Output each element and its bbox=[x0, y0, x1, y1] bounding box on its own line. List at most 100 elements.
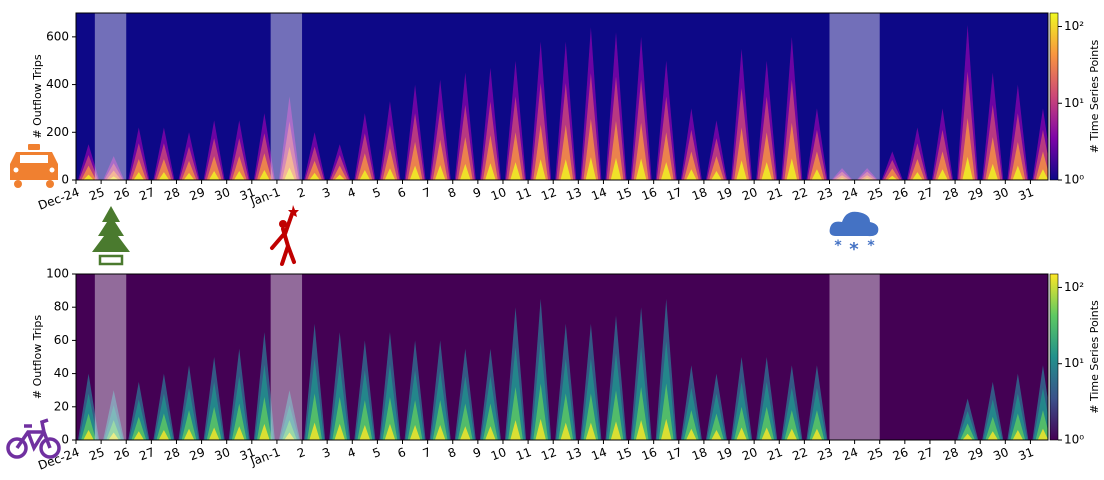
x-tick-label: 8 bbox=[446, 445, 458, 461]
x-tick-label: 29 bbox=[188, 185, 207, 203]
x-tick-label: 3 bbox=[320, 445, 332, 461]
x-tick-label: 7 bbox=[421, 185, 433, 201]
density-core bbox=[535, 159, 546, 180]
colorbar bbox=[1049, 12, 1059, 181]
event-highlight bbox=[829, 13, 880, 180]
x-tick-label: 6 bbox=[396, 185, 408, 201]
density-core bbox=[585, 422, 597, 440]
x-tick-label: 30 bbox=[213, 185, 232, 203]
density-core bbox=[108, 432, 119, 440]
x-tick-label: 31 bbox=[238, 445, 257, 463]
x-tick-label: 31 bbox=[238, 185, 257, 203]
density-core bbox=[558, 124, 574, 180]
svg-text:*: * bbox=[849, 239, 859, 260]
density-core bbox=[759, 406, 775, 440]
x-tick-label: 24 bbox=[841, 185, 860, 203]
density-core bbox=[987, 431, 999, 440]
x-tick-label: 10 bbox=[489, 445, 508, 463]
density-core bbox=[960, 423, 976, 440]
density-core bbox=[784, 410, 800, 440]
density-core bbox=[309, 422, 320, 440]
x-tick-label: 25 bbox=[87, 445, 106, 463]
density-core bbox=[81, 165, 96, 180]
density-core bbox=[1012, 165, 1024, 180]
density-core bbox=[935, 151, 950, 180]
density-core bbox=[910, 159, 925, 180]
density-core bbox=[158, 430, 170, 440]
density-core bbox=[1035, 410, 1048, 440]
x-tick-label: 29 bbox=[966, 445, 985, 463]
x-tick-label: 24 bbox=[841, 445, 860, 463]
colorbar-tick-label: 10¹ bbox=[1064, 356, 1084, 370]
x-tick-label: 31 bbox=[1016, 445, 1035, 463]
density-core bbox=[133, 172, 145, 180]
density-core bbox=[183, 172, 195, 180]
x-tick-label: 31 bbox=[1016, 185, 1035, 203]
density-core bbox=[660, 162, 672, 180]
density-core bbox=[357, 400, 373, 440]
density-core bbox=[859, 175, 875, 180]
svg-text:*: * bbox=[867, 238, 875, 254]
colorbar-tick-label: 10⁰ bbox=[1064, 173, 1084, 187]
density-core bbox=[206, 406, 222, 440]
christmas-tree-icon bbox=[92, 206, 130, 266]
x-tick-label: 26 bbox=[112, 445, 131, 463]
x-tick-label: 19 bbox=[715, 185, 734, 203]
x-tick-label: 25 bbox=[87, 185, 106, 203]
density-core bbox=[485, 426, 496, 440]
density-core bbox=[709, 413, 724, 440]
density-core bbox=[334, 423, 345, 440]
x-tick-label: 28 bbox=[163, 185, 182, 203]
density-core bbox=[884, 168, 900, 180]
density-core bbox=[158, 172, 170, 180]
x-tick-label: 27 bbox=[137, 445, 156, 463]
density-core bbox=[533, 383, 549, 440]
density-core bbox=[483, 403, 498, 440]
density-core bbox=[761, 162, 772, 180]
x-tick-label: 15 bbox=[615, 445, 634, 463]
density-core bbox=[334, 174, 345, 180]
density-core bbox=[156, 159, 172, 180]
density-core bbox=[106, 420, 122, 440]
x-tick-label: 25 bbox=[866, 445, 885, 463]
density-core bbox=[985, 416, 1001, 440]
x-tick-label: 30 bbox=[213, 445, 232, 463]
density-core bbox=[233, 171, 245, 180]
y-tick-label: 60 bbox=[54, 333, 69, 347]
density-core bbox=[660, 418, 672, 440]
density-core bbox=[409, 165, 421, 180]
x-tick-label: 26 bbox=[891, 185, 910, 203]
x-tick-label: 12 bbox=[539, 445, 558, 463]
x-tick-label: 11 bbox=[514, 185, 533, 203]
density-core bbox=[608, 120, 624, 180]
density-core bbox=[962, 433, 973, 440]
density-core bbox=[133, 431, 145, 440]
event-highlight bbox=[270, 274, 303, 440]
x-tick-label: 27 bbox=[137, 185, 156, 203]
density-core bbox=[510, 420, 521, 440]
density-core bbox=[457, 403, 473, 440]
density-core bbox=[407, 141, 423, 180]
taxi-icon bbox=[10, 144, 58, 188]
x-tick-label: 9 bbox=[471, 445, 483, 461]
density-core bbox=[432, 139, 448, 180]
density-core bbox=[384, 423, 396, 440]
density-core bbox=[256, 153, 272, 180]
density-core bbox=[786, 428, 798, 440]
density-core bbox=[585, 157, 597, 180]
x-tick-label: 3 bbox=[320, 185, 332, 201]
density-core bbox=[985, 137, 1001, 180]
x-tick-label: 16 bbox=[640, 445, 659, 463]
density-core bbox=[1037, 428, 1048, 440]
density-core bbox=[83, 174, 94, 180]
density-core bbox=[508, 132, 523, 180]
x-tick-label: 23 bbox=[816, 185, 835, 203]
density-core bbox=[711, 171, 722, 180]
density-core bbox=[359, 425, 371, 440]
heatmap-density bbox=[78, 24, 1048, 180]
density-core bbox=[809, 151, 825, 180]
heatmap-density bbox=[78, 298, 1048, 440]
density-core bbox=[131, 416, 147, 440]
density-core bbox=[558, 393, 574, 440]
